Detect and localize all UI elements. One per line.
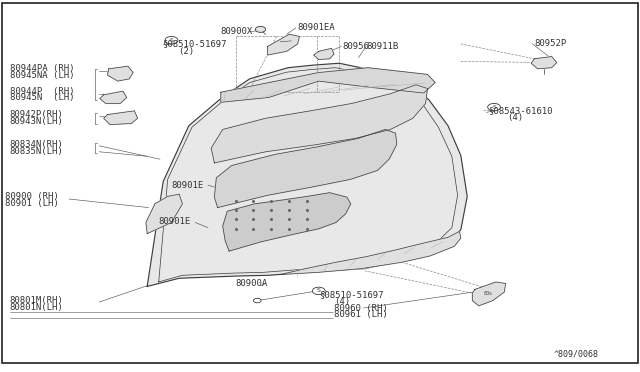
Text: (4): (4) bbox=[507, 113, 523, 122]
Text: 80943N(LH): 80943N(LH) bbox=[10, 117, 63, 126]
Text: 80900A: 80900A bbox=[236, 279, 268, 288]
Polygon shape bbox=[100, 91, 127, 103]
FancyBboxPatch shape bbox=[2, 3, 638, 363]
Polygon shape bbox=[108, 66, 133, 81]
Polygon shape bbox=[531, 57, 557, 69]
Polygon shape bbox=[146, 194, 182, 234]
Text: S: S bbox=[170, 38, 173, 43]
Circle shape bbox=[488, 103, 500, 111]
Text: 80961 (LH): 80961 (LH) bbox=[334, 310, 388, 319]
Text: 80960 (RH): 80960 (RH) bbox=[334, 304, 388, 312]
Text: §08510-51697: §08510-51697 bbox=[162, 39, 227, 48]
Text: 80944P  (RH): 80944P (RH) bbox=[10, 87, 74, 96]
Text: (2): (2) bbox=[178, 47, 194, 56]
Text: 80956: 80956 bbox=[342, 42, 369, 51]
Text: 80944PA (RH): 80944PA (RH) bbox=[10, 64, 74, 73]
Text: 80s: 80s bbox=[483, 291, 492, 296]
Text: 80801M(RH): 80801M(RH) bbox=[10, 296, 63, 305]
Text: ^809/0068: ^809/0068 bbox=[554, 350, 598, 359]
Text: 80900 (RH): 80900 (RH) bbox=[5, 192, 59, 201]
Text: 80901 (LH): 80901 (LH) bbox=[5, 199, 59, 208]
Text: S: S bbox=[492, 105, 496, 110]
Circle shape bbox=[253, 298, 261, 303]
Text: 80901EA: 80901EA bbox=[298, 23, 335, 32]
Polygon shape bbox=[268, 34, 300, 55]
Polygon shape bbox=[147, 63, 467, 286]
Text: 80952P: 80952P bbox=[534, 39, 566, 48]
Text: 80911B: 80911B bbox=[366, 42, 398, 51]
Polygon shape bbox=[211, 85, 428, 163]
Circle shape bbox=[255, 26, 266, 32]
Text: 80801N(LH): 80801N(LH) bbox=[10, 303, 63, 312]
Polygon shape bbox=[221, 68, 435, 102]
Polygon shape bbox=[104, 111, 138, 125]
Text: 80834N(RH): 80834N(RH) bbox=[10, 140, 63, 149]
Text: §08510-51697: §08510-51697 bbox=[319, 290, 383, 299]
Text: §08543-61610: §08543-61610 bbox=[488, 106, 552, 115]
Text: (4): (4) bbox=[334, 297, 350, 306]
Text: 80901E: 80901E bbox=[159, 217, 191, 226]
Polygon shape bbox=[214, 129, 397, 208]
Polygon shape bbox=[472, 282, 506, 306]
Text: 80900X: 80900X bbox=[221, 27, 253, 36]
Text: 80945N  (LH): 80945N (LH) bbox=[10, 93, 74, 102]
Text: 80942P(RH): 80942P(RH) bbox=[10, 110, 63, 119]
Text: 80945NA (LH): 80945NA (LH) bbox=[10, 71, 74, 80]
Text: 80901E: 80901E bbox=[172, 181, 204, 190]
Polygon shape bbox=[280, 231, 461, 275]
Circle shape bbox=[312, 287, 325, 295]
Polygon shape bbox=[223, 193, 351, 251]
Text: 80835N(LH): 80835N(LH) bbox=[10, 147, 63, 155]
Text: S: S bbox=[317, 288, 321, 294]
Polygon shape bbox=[314, 48, 334, 60]
Circle shape bbox=[165, 36, 178, 44]
